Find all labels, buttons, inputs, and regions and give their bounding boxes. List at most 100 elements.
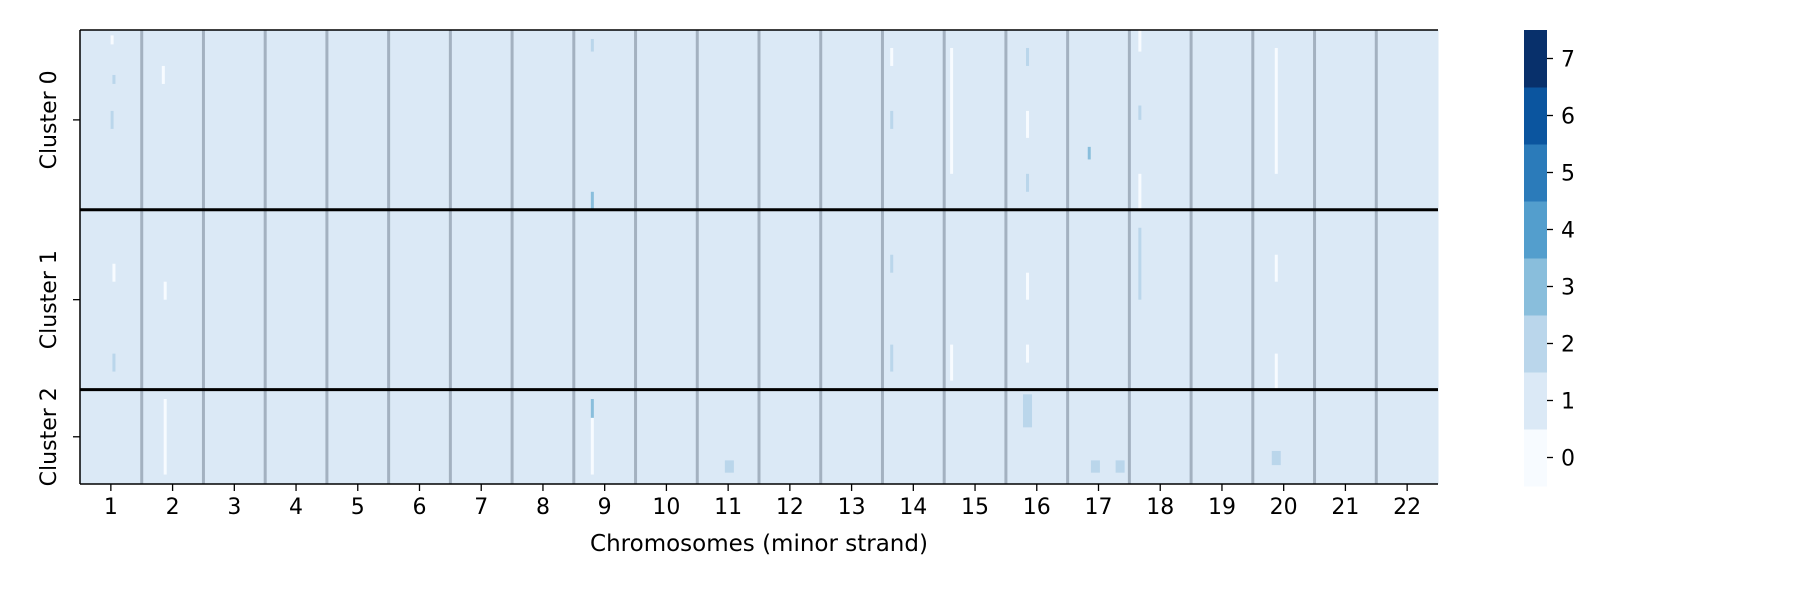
x-axis-title: Chromosomes (minor strand) [590, 531, 928, 557]
x-tick-label-19: 19 [1208, 495, 1236, 520]
heatmap-feature-34 [1274, 353, 1278, 390]
heatmap-feature-35 [1271, 450, 1281, 466]
heatmap-feature-23 [1026, 344, 1030, 363]
heatmap-cell-chr20-cluster1 [1252, 209, 1316, 390]
heatmap-cell-chr10-cluster0 [635, 30, 698, 210]
heatmap-cell-chr8-cluster2 [512, 389, 575, 484]
heatmap-feature-16 [890, 344, 894, 372]
colorbar-tick-label-6: 6 [1561, 105, 1575, 130]
heatmap-feature-3 [112, 263, 116, 282]
heatmap-feature-32 [1274, 47, 1278, 174]
heatmap-cell-chr18-cluster2 [1129, 389, 1192, 484]
heatmap-cell-chr17-cluster1 [1067, 209, 1130, 390]
heatmap-cells [80, 30, 1439, 484]
x-tick-label-17: 17 [1085, 495, 1113, 520]
heatmap-cell-chr11-cluster1 [697, 209, 760, 390]
heatmap-cell-chr9-cluster0 [573, 30, 637, 210]
x-tick-label-5: 5 [351, 495, 365, 520]
heatmap-cell-chr22-cluster2 [1376, 389, 1439, 484]
heatmap-feature-10 [590, 399, 594, 418]
heatmap-feature-27 [1115, 460, 1125, 473]
x-tick-label-22: 22 [1393, 495, 1421, 520]
heatmap-cell-chr21-cluster1 [1314, 209, 1377, 390]
heatmap-cell-chr22-cluster0 [1376, 30, 1439, 210]
cluster-separators [80, 208, 1438, 392]
heatmap-cell-chr7-cluster0 [450, 30, 513, 210]
heatmap-feature-17 [950, 47, 954, 174]
heatmap-cell-chr8-cluster1 [512, 209, 575, 390]
heatmap-cell-chr20-cluster0 [1252, 30, 1316, 210]
heatmap-cell-chr16-cluster1 [1005, 209, 1069, 390]
heatmap-feature-18 [950, 344, 954, 381]
heatmap-cell-chr6-cluster1 [388, 209, 451, 390]
heatmap-feature-6 [163, 281, 167, 300]
heatmap-feature-25 [1087, 146, 1091, 160]
x-tick-label-13: 13 [838, 495, 866, 520]
colorbar-tick-label-5: 5 [1561, 162, 1575, 187]
heatmap-cell-chr4-cluster1 [265, 209, 328, 390]
heatmap-cell-chr22-cluster1 [1376, 209, 1439, 390]
x-tick-label-20: 20 [1270, 495, 1298, 520]
colorbar-segment-6 [1524, 87, 1547, 145]
colorbar-tick-label-4: 4 [1561, 219, 1575, 244]
colorbar-segment-3 [1524, 258, 1547, 316]
heatmap-cell-chr2-cluster2 [141, 389, 204, 484]
heatmap-cell-chr17-cluster0 [1067, 30, 1130, 210]
colorbar-tick-label-0: 0 [1561, 447, 1575, 472]
x-tick-label-14: 14 [899, 495, 927, 520]
heatmap-feature-0 [110, 35, 114, 45]
heatmap-cell-chr2-cluster1 [141, 209, 204, 390]
heatmap-cell-chr19-cluster2 [1191, 389, 1254, 484]
x-tick-label-2: 2 [166, 495, 180, 520]
colorbar-segment-1 [1524, 372, 1547, 430]
colorbar-segment-7 [1524, 30, 1547, 88]
heatmap-feature-11 [590, 417, 594, 475]
heatmap-cell-chr6-cluster2 [388, 389, 451, 484]
heatmap-cell-chr8-cluster0 [512, 30, 575, 210]
heatmap-cell-chr7-cluster2 [450, 389, 513, 484]
heatmap-cell-chr15-cluster0 [944, 30, 1007, 210]
heatmap-feature-21 [1026, 173, 1030, 192]
heatmap-feature-30 [1138, 173, 1142, 210]
heatmap-feature-12 [724, 460, 734, 473]
y-tick-label-cluster-2: Cluster 2 [37, 387, 62, 486]
x-tick-label-16: 16 [1023, 495, 1051, 520]
heatmap-cell-chr5-cluster0 [326, 30, 390, 210]
colorbar-tick-label-2: 2 [1561, 333, 1575, 358]
x-tick-label-7: 7 [474, 495, 488, 520]
heatmap-cell-chr21-cluster0 [1314, 30, 1377, 210]
plot-frame [79, 29, 1438, 485]
heatmap-feature-28 [1138, 30, 1142, 52]
y-tick-label-cluster-1: Cluster 1 [37, 250, 62, 349]
heatmap-cell-chr11-cluster0 [697, 30, 760, 210]
heatmap-feature-31 [1138, 227, 1142, 300]
heatmap-cell-chr6-cluster0 [388, 30, 451, 210]
colorbar-tick-label-7: 7 [1561, 48, 1575, 73]
heatmap-cell-chr12-cluster0 [759, 30, 822, 210]
heatmap-feature-13 [890, 47, 894, 66]
x-tick-label-8: 8 [536, 495, 550, 520]
x-tick-label-15: 15 [961, 495, 989, 520]
heatmap-cell-chr19-cluster1 [1191, 209, 1254, 390]
heatmap-cell-chr3-cluster2 [203, 389, 266, 484]
heatmap-cell-chr2-cluster0 [141, 30, 204, 210]
heatmap-cell-chr10-cluster2 [635, 389, 698, 484]
heatmap-cell-chr12-cluster2 [759, 389, 822, 484]
y-tick-label-cluster-0: Cluster 0 [37, 70, 62, 169]
colorbar-segment-0 [1524, 429, 1547, 487]
x-axis: 1 2 3 4 5 6 7 8 9 10 11 12 13 14 15 16 17 18 19 20 21 22 [104, 484, 1421, 520]
colorbar-segment-5 [1524, 144, 1547, 202]
heatmap-cell-chr5-cluster2 [326, 389, 390, 484]
y-axis: Cluster 0 Cluster 1 Cluster 2 [37, 70, 80, 486]
heatmap-cell-chr21-cluster2 [1314, 389, 1377, 484]
heatmap-feature-24 [1023, 394, 1033, 428]
colorbar-tick-label-3: 3 [1561, 276, 1575, 301]
heatmap-cell-chr9-cluster2 [573, 389, 637, 484]
heatmap-cell-chr13-cluster1 [820, 209, 883, 390]
x-tick-label-18: 18 [1146, 495, 1174, 520]
heatmap-feature-26 [1090, 460, 1100, 473]
x-tick-label-10: 10 [652, 495, 680, 520]
heatmap-feature-14 [890, 110, 894, 129]
x-tick-label-4: 4 [289, 495, 303, 520]
heatmap-feature-15 [890, 254, 894, 273]
